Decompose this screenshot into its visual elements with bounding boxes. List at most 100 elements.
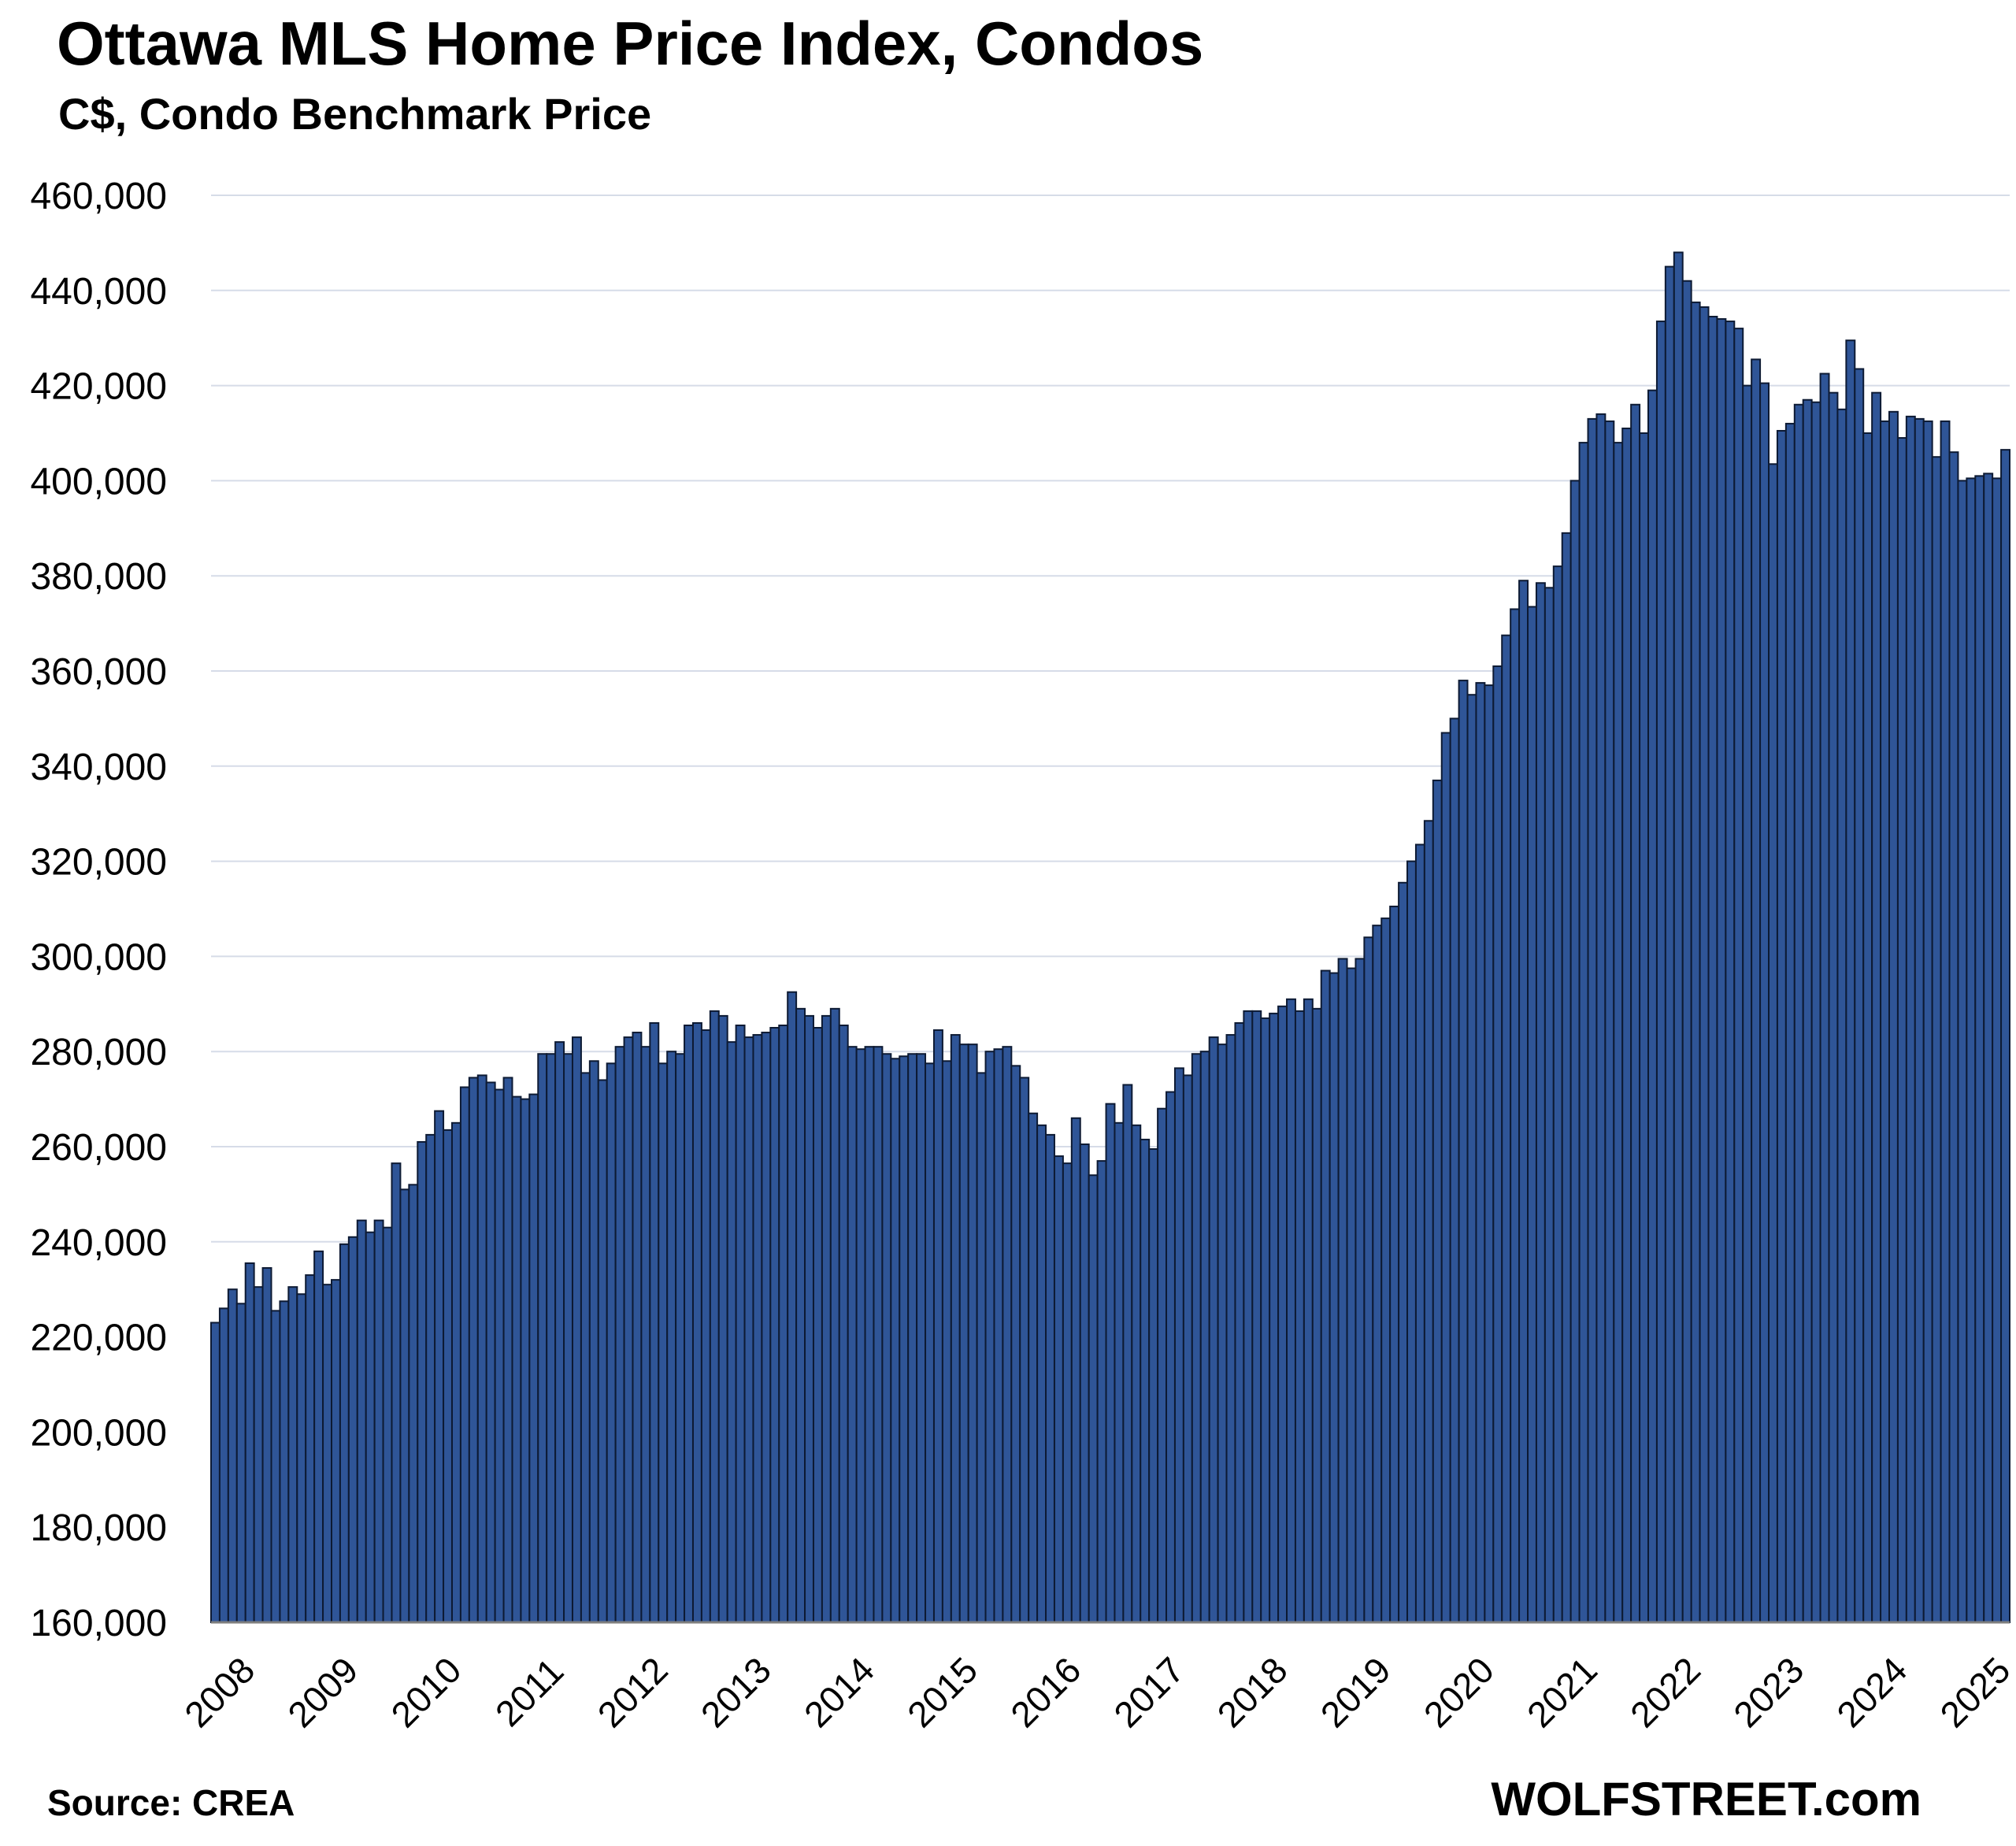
x-tick-label: 2020 xyxy=(1416,1649,1502,1735)
bar xyxy=(907,1053,918,1623)
bar xyxy=(1699,306,1710,1624)
y-tick-label: 180,000 xyxy=(30,1507,167,1549)
bar xyxy=(1243,1010,1254,1623)
y-tick-label: 240,000 xyxy=(30,1222,167,1264)
bar xyxy=(1208,1036,1219,1623)
y-tick-label: 280,000 xyxy=(30,1032,167,1073)
bar xyxy=(1320,969,1331,1623)
bar xyxy=(1974,475,1985,1623)
bar xyxy=(1828,391,1839,1623)
bar xyxy=(1140,1138,1151,1623)
x-tick-label: 2023 xyxy=(1725,1649,1811,1735)
bar xyxy=(305,1274,316,1623)
bar xyxy=(1742,384,1753,1624)
bar xyxy=(1122,1084,1133,1623)
bar xyxy=(950,1034,961,1624)
bar xyxy=(1354,958,1366,1624)
bar xyxy=(1449,717,1460,1623)
bar xyxy=(425,1133,436,1623)
bar xyxy=(890,1058,901,1623)
x-tick-label: 2025 xyxy=(1932,1649,2016,1735)
bar xyxy=(709,1010,720,1623)
bar xyxy=(408,1184,419,1623)
x-tick-label: 2019 xyxy=(1313,1649,1399,1735)
bar xyxy=(2000,449,2011,1623)
bar xyxy=(804,1014,814,1623)
y-tick-label: 380,000 xyxy=(30,556,167,598)
bar xyxy=(1260,1017,1271,1624)
source-note: Source: CREA xyxy=(47,1782,295,1823)
bar xyxy=(1880,420,1891,1623)
y-tick-label: 220,000 xyxy=(30,1318,167,1359)
bar xyxy=(502,1077,513,1624)
bar xyxy=(1716,318,1727,1623)
bar xyxy=(227,1288,238,1623)
bar xyxy=(941,1060,952,1623)
bar xyxy=(1079,1143,1090,1623)
bar xyxy=(1062,1162,1073,1623)
bar xyxy=(235,1303,246,1623)
bar xyxy=(588,1060,599,1623)
bar xyxy=(1784,422,1796,1623)
bar xyxy=(812,1027,823,1623)
bar xyxy=(1337,958,1348,1624)
bar xyxy=(1888,410,1899,1624)
bar xyxy=(399,1188,410,1623)
bar xyxy=(1303,998,1314,1623)
bar xyxy=(1234,1021,1245,1623)
bar xyxy=(434,1110,445,1623)
bar xyxy=(1148,1148,1159,1623)
bar xyxy=(1294,1010,1305,1623)
x-axis-ticks: 2008 2009 2010 2011 2012 2013 2014 2015 2016 2017… xyxy=(176,1649,2016,1735)
bar xyxy=(554,1041,565,1623)
bar xyxy=(1922,420,1933,1623)
x-tick-label: 2016 xyxy=(1002,1649,1088,1735)
bar xyxy=(1664,265,1675,1624)
bar xyxy=(244,1262,255,1623)
bar xyxy=(485,1081,496,1623)
bar xyxy=(261,1267,272,1624)
bar xyxy=(1019,1077,1030,1624)
x-tick-label: 2015 xyxy=(899,1649,985,1735)
bar xyxy=(494,1088,505,1623)
y-tick-label: 400,000 xyxy=(30,461,167,502)
bar-series xyxy=(210,251,2011,1624)
bar xyxy=(1931,456,1942,1624)
bar xyxy=(313,1250,324,1623)
bar xyxy=(468,1077,479,1624)
bar xyxy=(1131,1124,1142,1623)
bar xyxy=(684,1024,694,1623)
bar xyxy=(1380,917,1392,1623)
y-tick-label: 300,000 xyxy=(30,936,167,978)
bar xyxy=(417,1140,428,1623)
bar xyxy=(1733,328,1744,1623)
bar xyxy=(253,1286,264,1624)
x-tick-label: 2021 xyxy=(1519,1649,1605,1735)
bar xyxy=(1810,401,1821,1623)
bar xyxy=(1896,437,1907,1623)
bar xyxy=(787,991,798,1623)
bar xyxy=(916,1053,927,1623)
x-tick-label: 2008 xyxy=(176,1649,262,1735)
bar xyxy=(520,1098,531,1623)
bar xyxy=(795,1007,806,1623)
bar xyxy=(356,1219,367,1623)
bar xyxy=(287,1286,298,1624)
x-tick-label: 2009 xyxy=(280,1649,365,1735)
y-tick-label: 420,000 xyxy=(30,366,167,408)
bar xyxy=(881,1053,892,1623)
bar xyxy=(365,1231,376,1623)
bar xyxy=(1613,442,1624,1624)
bar xyxy=(614,1046,625,1624)
y-tick-label: 460,000 xyxy=(30,176,167,217)
bar xyxy=(537,1053,548,1623)
bar xyxy=(976,1072,987,1623)
bar xyxy=(1492,665,1503,1624)
bar xyxy=(546,1053,557,1623)
bar xyxy=(1440,732,1451,1623)
bar xyxy=(1088,1174,1099,1623)
bar xyxy=(1983,473,1994,1624)
bar xyxy=(717,1014,728,1623)
bar xyxy=(1966,477,1977,1623)
